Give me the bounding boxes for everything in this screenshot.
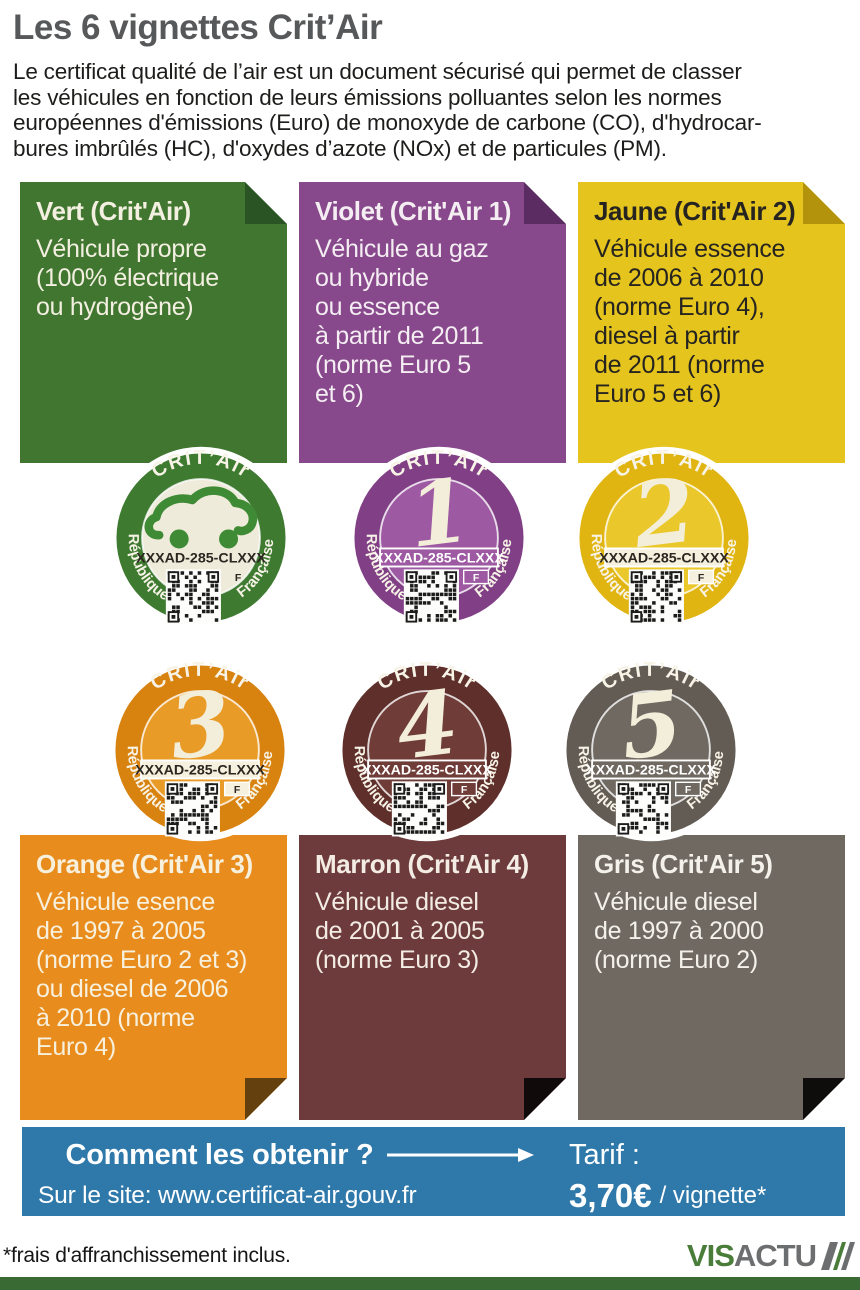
card-title-jaune: Jaune (Crit'Air 2) xyxy=(594,196,796,226)
qr-code xyxy=(164,781,220,837)
badge-country: F xyxy=(234,785,240,796)
critair-badge-marron: CRIT’Air République Française 4 XXXAD-285-CL… xyxy=(332,655,522,845)
how-to-grid: Comment les obtenir ? Tarif : Sur le sit… xyxy=(32,1134,831,1216)
card-title-vert: Vert (Crit'Air) xyxy=(36,196,191,226)
bottom-bar xyxy=(0,1277,860,1290)
card-body-orange: Véhicule esence de 1997 à 2005 (norme Eu… xyxy=(36,888,248,1061)
card-violet: Violet (Crit'Air 1) Véhicule au gaz ou hy… xyxy=(299,182,566,463)
price-unit: / vignette* xyxy=(659,1182,767,1209)
badge-country: F xyxy=(698,573,704,584)
badge-plate: XXXAD-285-CLXXX xyxy=(135,763,265,779)
folded-corner xyxy=(803,1078,845,1120)
card-body-marron: Véhicule diesel de 2001 à 2005 (norme Eu… xyxy=(315,888,485,974)
card-vert: Vert (Crit'Air) Véhicule propre (100% éle… xyxy=(20,182,287,463)
card-body-vert: Véhicule propre (100% électrique ou hydr… xyxy=(36,235,219,321)
card-orange: Orange (Crit'Air 3) Véhicule esence de 19… xyxy=(20,835,287,1120)
folded-corner xyxy=(524,1078,566,1120)
qr-code xyxy=(628,569,684,625)
qr-code xyxy=(165,569,221,625)
folded-corner xyxy=(803,182,845,224)
tarif-label: Tarif : xyxy=(569,1138,640,1171)
qr-code xyxy=(615,781,671,837)
qr-code xyxy=(403,569,459,625)
critair-badge-orange: CRIT’Air République Française 3 XXXAD-285-CL… xyxy=(105,655,295,845)
how-to-title: Comment les obtenir ? xyxy=(65,1138,374,1171)
badge-country: F xyxy=(235,573,241,584)
qr-code xyxy=(391,781,447,837)
how-to-banner: Comment les obtenir ? Tarif : Sur le sit… xyxy=(22,1127,845,1216)
visactu-mark-icon xyxy=(821,1242,855,1270)
badge-plate: XXXAD-285-CLXXX xyxy=(374,551,504,567)
critair-badge-violet: CRIT’Air République Française 1 XXXAD-285-CL… xyxy=(344,443,534,633)
folded-corner xyxy=(245,1078,287,1120)
card-title-violet: Violet (Crit'Air 1) xyxy=(315,196,512,226)
electric-car-icon xyxy=(144,486,258,540)
card-title-orange: Orange (Crit'Air 3) xyxy=(36,849,253,879)
visactu-logo: VIS ACTU xyxy=(687,1238,857,1274)
page-title: Les 6 vignettes Crit’Air xyxy=(13,8,383,47)
card-body-gris: Véhicule diesel de 1997 à 2000 (norme Eu… xyxy=(594,888,764,974)
card-jaune: Jaune (Crit'Air 2) Véhicule essence de 20… xyxy=(578,182,845,463)
folded-corner xyxy=(524,182,566,224)
folded-corner xyxy=(245,182,287,224)
badge-country: F xyxy=(473,573,479,584)
price-row: 3,70€ / vignette* xyxy=(569,1176,831,1216)
badge-plate: XXXAD-285-CLXXX xyxy=(362,763,492,779)
badge-country: F xyxy=(685,785,691,796)
critair-badge-gris: CRIT’Air République Française 5 XXXAD-285-CL… xyxy=(556,655,746,845)
badge-plate: XXXAD-285-CLXXX xyxy=(136,551,266,567)
critair-badge-vert: CRIT’Air République Française XXXAD-285-CL… xyxy=(106,443,296,633)
visactu-logo-gray: ACTU xyxy=(733,1238,817,1273)
critair-badge-jaune: CRIT’Air République Française 2 XXXAD-285-CL… xyxy=(569,443,759,633)
card-body-jaune: Véhicule essence de 2006 à 2010 (norme E… xyxy=(594,235,786,408)
site-url: Sur le site: www.certificat-air.gouv.fr xyxy=(38,1182,417,1209)
card-title-marron: Marron (Crit'Air 4) xyxy=(315,849,529,879)
arrow-right-icon xyxy=(387,1148,535,1162)
badge-plate: XXXAD-285-CLXXX xyxy=(586,763,716,779)
badge-country: F xyxy=(461,785,467,796)
card-body-violet: Véhicule au gaz ou hybride ou essence à … xyxy=(315,235,489,408)
footnote: *frais d'affranchissement inclus. xyxy=(3,1244,291,1267)
card-gris: Gris (Crit'Air 5) Véhicule diesel de 1997… xyxy=(578,835,845,1120)
card-marron: Marron (Crit'Air 4) Véhicule diesel de 20… xyxy=(299,835,566,1120)
how-to-title-row: Comment les obtenir ? xyxy=(32,1134,569,1176)
badge-plate: XXXAD-285-CLXXX xyxy=(599,551,729,567)
card-title-gris: Gris (Crit'Air 5) xyxy=(594,849,773,879)
intro-paragraph: Le certificat qualité de l’air est un do… xyxy=(13,59,762,161)
visactu-logo-green: VIS xyxy=(686,1238,735,1273)
price-value: 3,70€ xyxy=(569,1177,652,1214)
